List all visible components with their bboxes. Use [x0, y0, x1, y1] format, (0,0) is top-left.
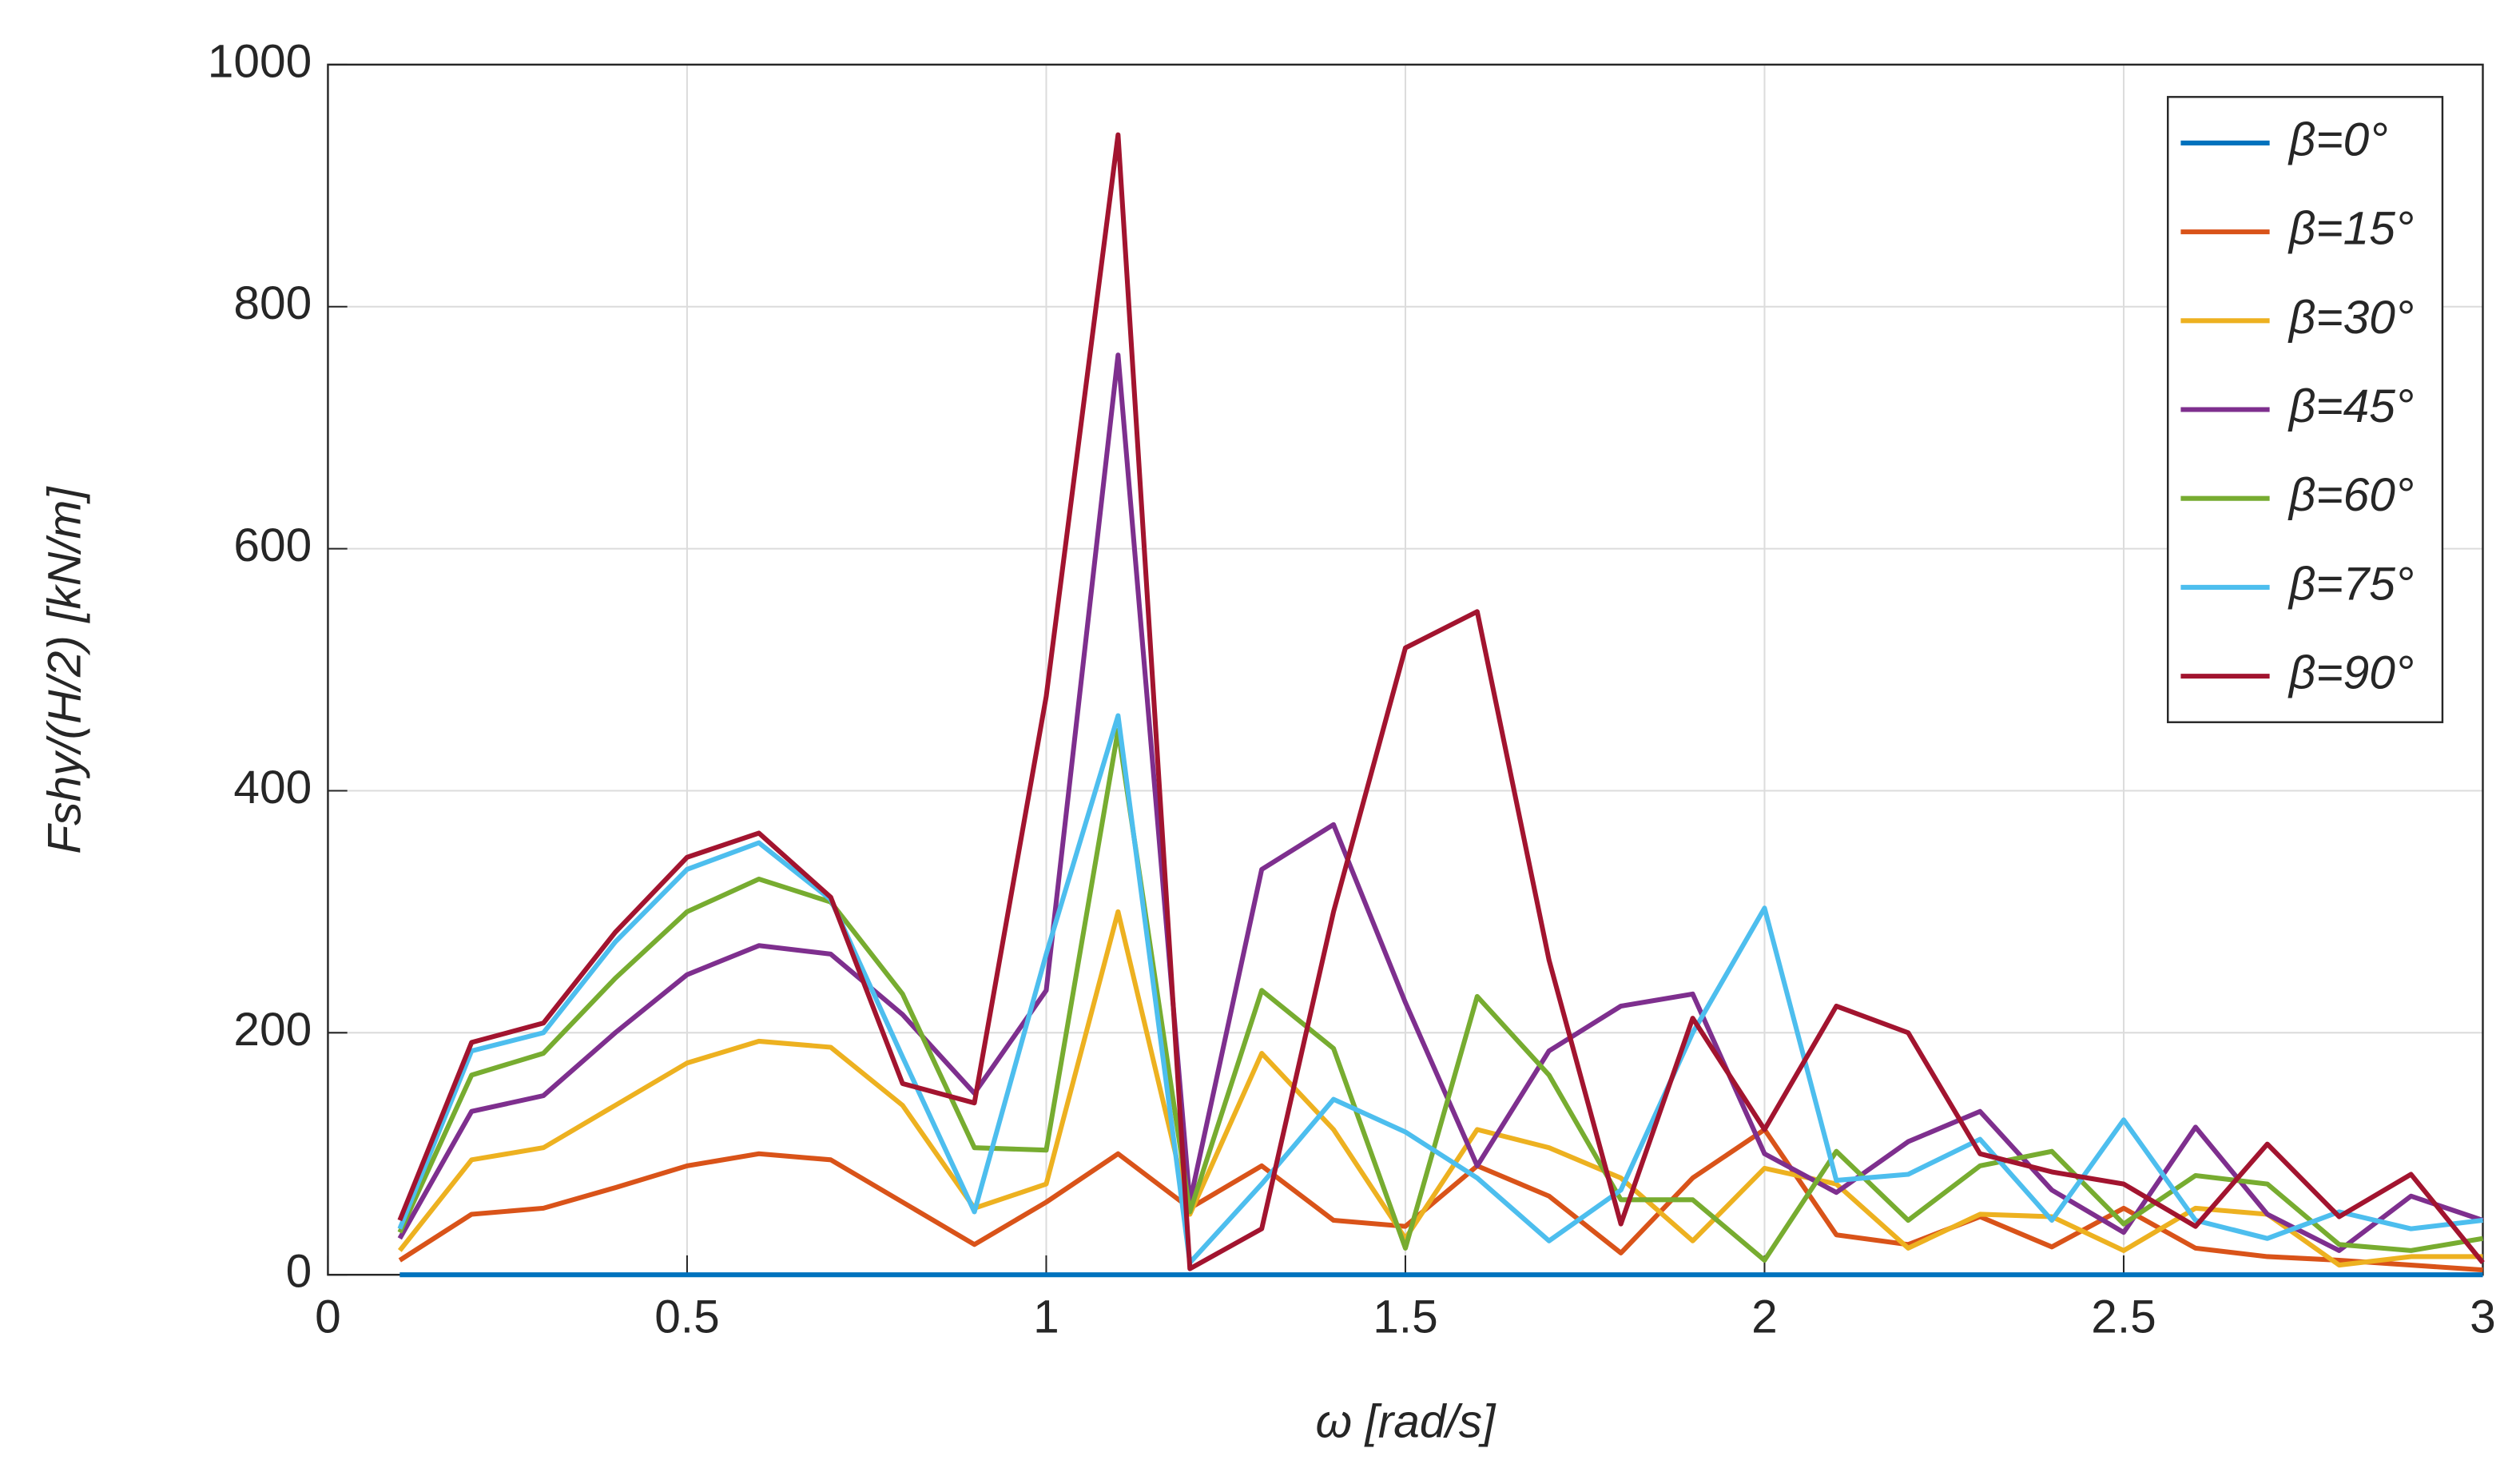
x-tick-label: 2.5 — [2091, 1291, 2156, 1343]
y-tick-label: 600 — [233, 519, 312, 571]
y-tick-label: 200 — [233, 1004, 312, 1056]
y-tick-label: 1000 — [208, 35, 312, 87]
x-tick-label: 1 — [1033, 1291, 1059, 1343]
x-tick-label: 3 — [2470, 1291, 2496, 1343]
series-line — [397, 727, 2483, 1263]
y-axis-label: Fshy/(H/2) [kN/m] — [38, 486, 90, 854]
y-tick-label: 400 — [233, 762, 312, 814]
legend-label: β=0° — [2287, 113, 2388, 165]
legend-label: β=60° — [2287, 469, 2414, 521]
x-tick-label: 0 — [315, 1291, 341, 1343]
x-axis-label: ω [rad/s] — [1316, 1396, 1497, 1448]
legend-label: β=90° — [2287, 647, 2414, 699]
x-tick-label: 1.5 — [1373, 1291, 1437, 1343]
legend-label: β=45° — [2287, 380, 2414, 432]
series-line — [397, 132, 2485, 1271]
y-tick-label: 800 — [233, 277, 312, 329]
x-tick-label: 2 — [1751, 1291, 1778, 1343]
legend-label: β=75° — [2287, 558, 2414, 610]
legend-label: β=30° — [2287, 292, 2414, 344]
x-tick-label: 0.5 — [654, 1291, 720, 1343]
series-line — [397, 909, 2483, 1268]
y-tick-label: 0 — [286, 1246, 312, 1298]
legend-label: β=15° — [2287, 203, 2414, 255]
series-line — [397, 713, 2483, 1266]
